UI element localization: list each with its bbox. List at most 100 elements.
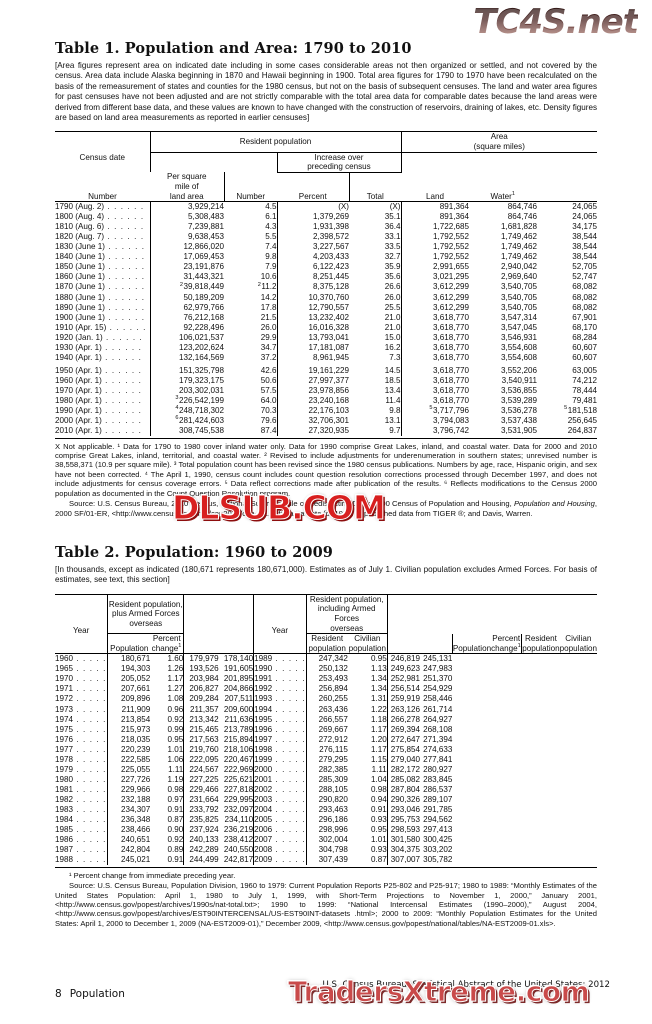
th-pct-left-fn: 1 [178,643,182,650]
table1-source-l1: Source: U.S. Census Bureau, 2010 Census,… [69,499,480,509]
table-row: 1972 . . . . . 209,896 1.08 209,284 207,511 1… [55,694,453,705]
row-label-right: 1989 . . . . . [253,653,307,665]
table2-title: Table 2. Population: 1960 to 2009 [55,543,333,561]
row-label: 1940 (Apr. 1) . . . . . . [55,352,142,362]
th-civ-left-l2: population [348,643,386,653]
row-label: 2000 (Apr. 1) . . . . . . [55,416,142,426]
th-resident-right: Resident population [521,633,560,654]
th-group-area: Area (square miles) [400,131,597,153]
table-row: 1960 (Apr. 1) . . . . . . 179,323,175 50.6… [55,375,597,386]
table1-source-l4: from TIGER ®; and Davis, Warren. [415,508,533,518]
th-grp-left-l1: Resident population, [108,599,183,609]
th-grp-right-l2: including Armed Forces [317,604,376,623]
th-civ-right-l2: population [559,643,597,653]
th-water: Water1 [469,172,537,201]
table-row: 1980 . . . . . 227,726 1.19 227,225 225,621 2… [55,774,453,785]
table-row: 1960 . . . . . 180,671 1.60 179,979 178,140 1… [55,653,453,665]
table-row: 1975 . . . . . 215,973 0.99 215,465 213,789 1… [55,724,453,735]
table-row: 1790 (Aug. 2) . . . . . . 3,929,214 4.5 (X)… [55,201,597,213]
th-grp-left-l2: plus Armed Forces [112,609,180,619]
row-label: 1920 (Jan. 1) . . . . . . [55,332,143,342]
th-census-date: Census date [79,152,125,162]
row-label-right: 1996 . . . . . [253,724,307,735]
row-label: 1830 (June 1) . . . . . . [55,242,146,252]
table-row: 1974 . . . . . 213,854 0.92 213,342 211,636 1… [55,714,453,725]
table2: Year Resident population, plus Armed For… [55,594,597,868]
th-increase-l2: preceding census [307,162,371,172]
row-label-left: 1973 . . . . . [55,704,107,714]
row-label: 1990 (Apr. 1) . . . . . . [55,406,142,416]
th-land: Land [425,191,444,201]
row-label-left: 1981 . . . . . [55,784,107,794]
row-label: 1860 (June 1) . . . . . . [55,272,146,282]
table1-footnote: X Not applicable. ¹ Data for 1790 to 198… [55,441,597,498]
table-row: 1979 . . . . . 225,055 1.11 224,567 222,969 2… [55,764,453,775]
row-label-right: 1993 . . . . . [253,694,307,705]
table-row: 1880 (June 1) . . . . . . 50,189,209 14.2 1… [55,292,597,303]
th-civ-left-l1: Civilian [354,634,381,644]
row-label-right: 2001 . . . . . [253,774,307,785]
th-pct-left-l2: change [151,643,179,653]
table-row: 1965 . . . . . 194,303 1.26 193,526 191,605 1… [55,664,453,675]
footnote-marker: 3 [175,395,179,402]
th-pct-left-l1: Percent [152,634,181,644]
row-label-right: 2006 . . . . . [253,825,307,836]
table-row: 1970 (Apr. 1) . . . . . . 203,302,031 57.5… [55,385,597,396]
th-water-footnote-marker: 1 [511,190,515,197]
row-label-right: 1991 . . . . . [253,674,307,685]
table-row: 1850 (June 1) . . . . . . 23,191,876 7.9 6,… [55,262,597,273]
row-label-right: 2000 . . . . . [253,764,307,775]
th-increase-number: Number [223,172,277,202]
th-res-right-l2: population [522,643,560,653]
row-label-right: 1992 . . . . . [253,684,307,695]
footnote-marker: 2 [179,281,183,288]
row-label-left: 1982 . . . . . [55,794,107,804]
table-row: 1860 (June 1) . . . . . . 31,443,321 10.6 8… [55,272,597,283]
th-increase-percent: Percent [298,191,327,201]
table-row: 1870 (June 1) . . . . . . 239,818,449 211.… [55,281,597,293]
table-row: 1970 . . . . . 205,052 1.17 203,984 201,895 1… [55,674,453,685]
th-group-left: Resident population, plus Armed Forces o… [107,594,184,635]
row-label-right: 2004 . . . . . [253,805,307,816]
table-row: 1973 . . . . . 211,909 0.96 211,357 209,600 1… [55,704,453,715]
table2-source: Source: U.S. Census Bureau, Population D… [55,881,597,928]
table-row: 1987 . . . . . 242,804 0.89 242,289 240,550 2… [55,845,453,856]
th-percent-change-left: Percent change1 [150,634,183,654]
th-res-right-l1: Resident [524,634,557,644]
row-label-right: 1998 . . . . . [253,744,307,755]
row-label: 1980 (Apr. 1) . . . . . . [55,395,142,405]
th-increase-l1: Increase over [314,152,364,162]
table2-head: Year Resident population, plus Armed For… [55,594,597,654]
table-row: 1950 (Apr. 1) . . . . . . 151,325,798 42.6… [55,365,597,376]
table-row: 1982 . . . . . 232,188 0.97 231,664 229,995 2… [55,794,453,805]
page-footer: 8 Population [55,988,125,1000]
row-label: 1910 (Apr. 15) . . . . . . [55,322,147,332]
table-row: 1978 . . . . . 222,585 1.06 222,095 220,467 1… [55,754,453,765]
row-label: 1970 (Apr. 1) . . . . . . [55,385,142,395]
th-civ-right-l1: Civilian [565,634,592,644]
table1: Census date Resident population Area (sq… [55,131,597,439]
th-pct-right-l1: Percent [492,634,521,644]
table-row: 1900 (June 1) . . . . . . 76,212,168 21.5 1… [55,312,597,323]
footnote-marker: 5 [564,405,568,412]
row-label-right: 1995 . . . . . [253,714,307,725]
row-label-left: 1987 . . . . . [55,845,107,855]
th-resident-left: Resident population [305,633,348,654]
footer-section: Population [69,988,125,1000]
table-row: 1984 . . . . . 236,348 0.87 235,825 234,110 2… [55,815,453,826]
row-label-left: 1970 . . . . . [55,674,107,684]
table1-head: Census date Resident population Area (sq… [55,131,597,202]
th-group-right: Resident population, including Armed For… [305,594,388,635]
table1-source-l2-italic: Population and Housing [513,499,595,509]
table1-source-l3: <http://www.census.gov/prod/cen2010/cph-… [111,508,414,518]
th-group-increase: Increase over preceding census [276,152,401,173]
watermark-dlsub: DLSUB.COM [172,488,387,528]
table-row: 1930 (Apr. 1) . . . . . . 123,202,624 34.7… [55,342,597,353]
footnote-marker: 4 [175,405,179,412]
th-psm-l2: mile of [174,181,199,191]
th-res-left-l2: population [308,643,346,653]
row-label-right: 2007 . . . . . [253,835,307,846]
row-label-left: 1976 . . . . . [55,734,107,744]
th-water-label: Water [490,191,512,201]
